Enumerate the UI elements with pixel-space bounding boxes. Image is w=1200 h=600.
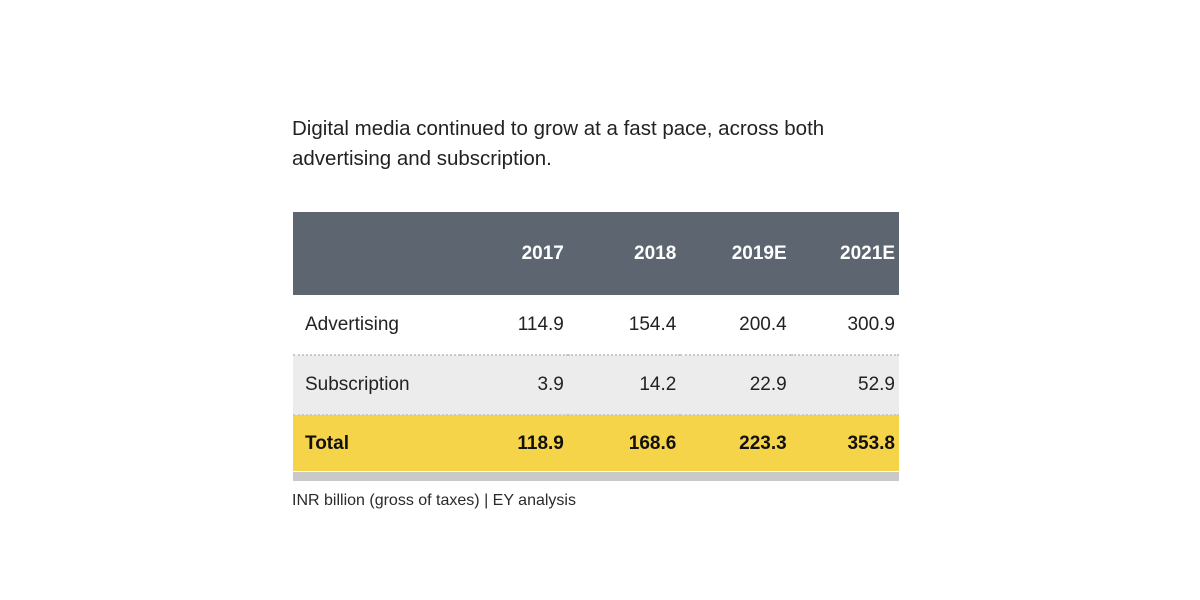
- header-cell-2019e: 2019E: [731, 242, 787, 264]
- source-note: INR billion (gross of taxes) | EY analys…: [292, 492, 576, 509]
- table-row-advertising: Advertising 114.9 154.4 200.4 300.9: [293, 295, 899, 356]
- data-table: 2017 2018 2019E 2021E Advertising 114.9 …: [293, 212, 899, 471]
- header-row: 2017 2018 2019E 2021E: [293, 212, 899, 295]
- header-cell-2021e: 2021E: [840, 242, 895, 264]
- table-cell: 3.9: [459, 355, 568, 416]
- table-row-total: Total 118.9 168.6 223.3 353.8: [293, 415, 899, 471]
- table-cell: 22.9: [680, 355, 791, 416]
- table-cell: 200.4: [680, 295, 791, 356]
- table-bottom-rule: [293, 472, 899, 481]
- table-cell: 52.9: [790, 355, 899, 416]
- table-cell: 154.4: [567, 295, 681, 356]
- chart-title: Digital media continued to grow at a fas…: [292, 117, 825, 170]
- table-row-subscription: Subscription 3.9 14.2 22.9 52.9: [293, 355, 899, 416]
- table-cell: 168.6: [628, 432, 677, 454]
- table-cell: 14.2: [567, 355, 681, 416]
- row-label: Subscription: [293, 355, 460, 416]
- header-cell-2017: 2017: [521, 242, 564, 264]
- table-cell: 353.8: [847, 432, 895, 454]
- table-cell: 118.9: [517, 432, 564, 454]
- header-cell-label: [293, 212, 460, 295]
- table-cell: 114.9: [459, 295, 568, 356]
- row-label: Advertising: [293, 295, 460, 356]
- table-cell: 223.3: [739, 432, 787, 454]
- row-label: Total: [305, 432, 349, 454]
- header-cell-2018: 2018: [634, 242, 677, 264]
- table-cell: 300.9: [790, 295, 899, 356]
